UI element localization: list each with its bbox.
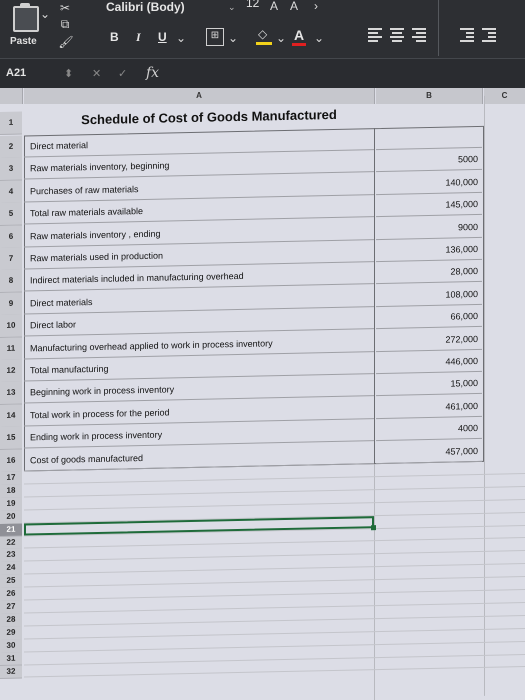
column-header-c[interactable]: C	[484, 88, 525, 104]
row-header-2[interactable]: 2	[0, 135, 22, 159]
ribbon-divider	[438, 0, 439, 56]
cell-b5[interactable]: 145,000	[376, 193, 482, 218]
underline-button[interactable]: U	[158, 30, 167, 44]
paste-label: Paste	[10, 36, 37, 47]
gridline	[24, 563, 525, 575]
row-header-8[interactable]: 8	[0, 269, 22, 294]
borders-icon[interactable]: ⊞	[206, 28, 224, 46]
paste-options-chevron-icon[interactable]: ⌄	[40, 7, 51, 21]
clipboard-icon	[13, 3, 39, 32]
cell-b2[interactable]	[376, 125, 482, 151]
column-header-b[interactable]: B	[376, 88, 483, 104]
fill-color-chevron-icon[interactable]: ⌄	[276, 31, 287, 45]
gridline	[24, 498, 525, 511]
row-header-11[interactable]: 11	[0, 337, 22, 361]
row-header-14[interactable]: 14	[0, 404, 22, 428]
gridline	[24, 576, 525, 588]
sheet-body: 1 Schedule of Cost of Goods Manufactured…	[0, 95, 525, 700]
cancel-icon[interactable]: ✕	[92, 68, 102, 80]
cell-b10[interactable]: 66,000	[376, 305, 482, 330]
borders-chevron-icon[interactable]: ⌄	[228, 31, 239, 45]
active-cell-selection[interactable]	[24, 515, 374, 536]
gridline	[24, 614, 525, 627]
ribbon: Paste ⌄ ✂ ⧉ 🖌 Calibri (Body) ⌄ 12 A A › …	[0, 0, 525, 58]
cell-b4[interactable]: 140,000	[376, 170, 482, 195]
cell-b15[interactable]: 4000	[376, 417, 482, 442]
row-header-4[interactable]: 4	[0, 180, 22, 204]
enter-icon[interactable]: ✓	[118, 68, 128, 80]
gridline	[24, 627, 525, 640]
row-header-32[interactable]: 32	[0, 665, 22, 680]
paste-button[interactable]: Paste	[6, 3, 46, 54]
align-right-icon[interactable]	[412, 28, 426, 42]
italic-button[interactable]: I	[136, 30, 141, 44]
column-c-divider	[484, 95, 485, 696]
name-box[interactable]: A21	[6, 67, 27, 79]
gridline	[24, 653, 525, 665]
font-color-chevron-icon[interactable]: ⌄	[314, 31, 325, 45]
column-divider-lower	[374, 464, 375, 700]
font-color-swatch	[292, 43, 306, 46]
align-left-icon[interactable]	[368, 28, 382, 42]
insert-function-icon[interactable]: fx	[146, 65, 160, 81]
row-header-13[interactable]: 13	[0, 381, 22, 406]
row-header-3[interactable]: 3	[0, 157, 22, 182]
gridline	[24, 550, 525, 562]
column-divider	[374, 128, 375, 465]
row-header-16[interactable]: 16	[0, 449, 22, 473]
row-header-6[interactable]: 6	[0, 225, 22, 249]
cell-b14[interactable]: 461,000	[376, 394, 482, 419]
cell-b7[interactable]: 136,000	[376, 237, 482, 263]
decrease-indent-icon[interactable]	[460, 28, 474, 42]
gridline	[24, 537, 525, 549]
increase-font-size-icon[interactable]: A	[270, 0, 279, 13]
formula-bar: A21 ⬍ ✕ ✓ fx	[0, 58, 525, 89]
gridline	[24, 640, 525, 653]
decrease-font-size-icon[interactable]: A	[290, 0, 299, 13]
font-name-chevron-icon[interactable]: ⌄	[228, 2, 236, 12]
gridline	[24, 589, 525, 601]
cell-b6[interactable]: 9000	[376, 215, 482, 240]
format-painter-icon[interactable]: 🖌	[58, 35, 74, 49]
cell-b3[interactable]: 5000	[376, 148, 482, 173]
cell-b11[interactable]: 272,000	[376, 327, 482, 352]
cut-icon[interactable]: ✂	[60, 1, 71, 15]
align-center-icon[interactable]	[390, 28, 404, 42]
font-name-select[interactable]: Calibri (Body)	[102, 0, 242, 16]
copy-icon[interactable]: ⧉	[60, 17, 70, 31]
underline-chevron-icon[interactable]: ⌄	[176, 31, 187, 45]
cell-b8[interactable]: 28,000	[376, 260, 482, 285]
row-header-5[interactable]: 5	[0, 202, 22, 227]
row-header-9[interactable]: 9	[0, 292, 22, 316]
font-size-chevron-icon[interactable]: ›	[314, 0, 318, 13]
row-header-12[interactable]: 12	[0, 359, 22, 383]
name-box-stepper-icon[interactable]: ⬍	[64, 68, 74, 80]
worksheet-grid[interactable]: A B C 1 Schedule of Cost of Goods Manufa…	[0, 88, 525, 700]
bold-button[interactable]: B	[110, 30, 119, 44]
row-header-1[interactable]: 1	[0, 111, 22, 135]
font-name-value: Calibri (Body)	[106, 0, 185, 14]
cell-b12[interactable]: 446,000	[376, 349, 482, 375]
row-header-15[interactable]: 15	[0, 426, 22, 451]
gridline	[24, 666, 525, 678]
font-size-select[interactable]: 12	[246, 0, 260, 10]
cell-b16[interactable]: 457,000	[376, 439, 482, 464]
cell-b9[interactable]: 108,000	[376, 282, 482, 307]
font-color-button[interactable]: A	[294, 27, 305, 43]
row-header-10[interactable]: 10	[0, 314, 22, 339]
row-header-7[interactable]: 7	[0, 247, 22, 271]
cell-b13[interactable]: 15,000	[376, 372, 482, 397]
fill-color-icon[interactable]: ◇	[258, 27, 268, 41]
gridline	[24, 485, 525, 498]
gridline	[24, 601, 525, 614]
select-all-corner[interactable]	[0, 88, 23, 104]
fill-color-swatch	[256, 42, 272, 45]
increase-indent-icon[interactable]	[482, 28, 496, 42]
column-header-a[interactable]: A	[24, 88, 375, 104]
gridline	[24, 472, 525, 485]
